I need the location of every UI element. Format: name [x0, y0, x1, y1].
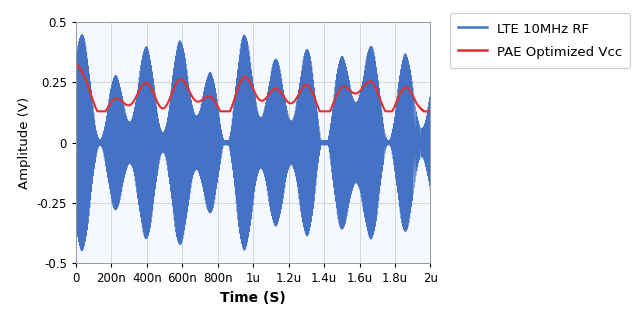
Y-axis label: Amplitude (V): Amplitude (V)	[18, 97, 31, 189]
X-axis label: Time (S): Time (S)	[220, 291, 286, 305]
Legend: LTE 10MHz RF, PAE Optimized Vcc: LTE 10MHz RF, PAE Optimized Vcc	[449, 13, 630, 68]
